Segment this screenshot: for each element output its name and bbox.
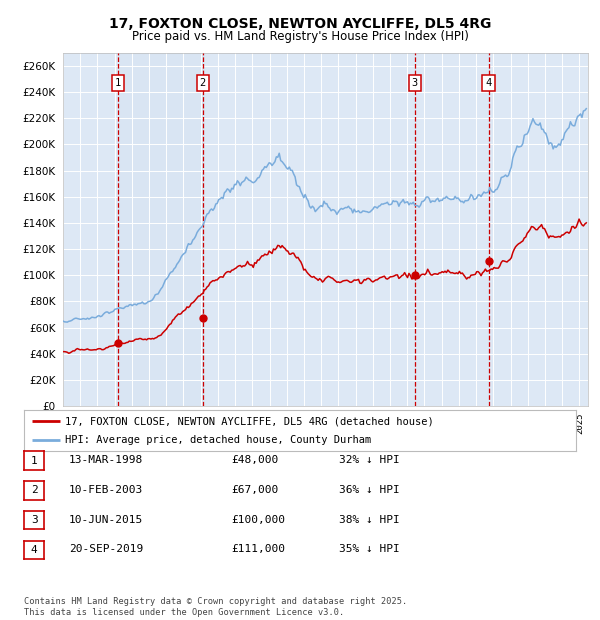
Text: HPI: Average price, detached house, County Durham: HPI: Average price, detached house, Coun… [65,435,371,445]
Bar [118,53,203,406]
Text: 4: 4 [31,545,38,555]
Text: 3: 3 [31,515,38,525]
Text: 13-MAR-1998: 13-MAR-1998 [69,455,143,465]
Text: 17, FOXTON CLOSE, NEWTON AYCLIFFE, DL5 4RG (detached house): 17, FOXTON CLOSE, NEWTON AYCLIFFE, DL5 4… [65,417,434,427]
Text: 32% ↓ HPI: 32% ↓ HPI [339,455,400,465]
Text: 2: 2 [199,78,206,88]
Text: £67,000: £67,000 [231,485,278,495]
Text: £100,000: £100,000 [231,515,285,525]
Text: Price paid vs. HM Land Registry's House Price Index (HPI): Price paid vs. HM Land Registry's House … [131,30,469,43]
Text: 17, FOXTON CLOSE, NEWTON AYCLIFFE, DL5 4RG: 17, FOXTON CLOSE, NEWTON AYCLIFFE, DL5 4… [109,17,491,32]
Text: 1: 1 [115,78,121,88]
Text: 10-JUN-2015: 10-JUN-2015 [69,515,143,525]
Text: £111,000: £111,000 [231,544,285,554]
Text: 20-SEP-2019: 20-SEP-2019 [69,544,143,554]
Text: Contains HM Land Registry data © Crown copyright and database right 2025.
This d: Contains HM Land Registry data © Crown c… [24,598,407,617]
Text: 2: 2 [31,485,38,495]
Text: 38% ↓ HPI: 38% ↓ HPI [339,515,400,525]
Text: 35% ↓ HPI: 35% ↓ HPI [339,544,400,554]
Text: 10-FEB-2003: 10-FEB-2003 [69,485,143,495]
Text: 36% ↓ HPI: 36% ↓ HPI [339,485,400,495]
Text: 4: 4 [485,78,491,88]
Text: £48,000: £48,000 [231,455,278,465]
Text: 1: 1 [31,456,38,466]
Text: 3: 3 [412,78,418,88]
